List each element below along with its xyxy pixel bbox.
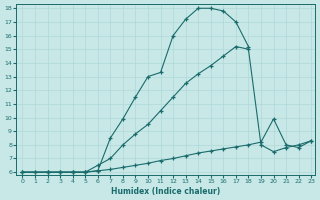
X-axis label: Humidex (Indice chaleur): Humidex (Indice chaleur) [111,187,220,196]
